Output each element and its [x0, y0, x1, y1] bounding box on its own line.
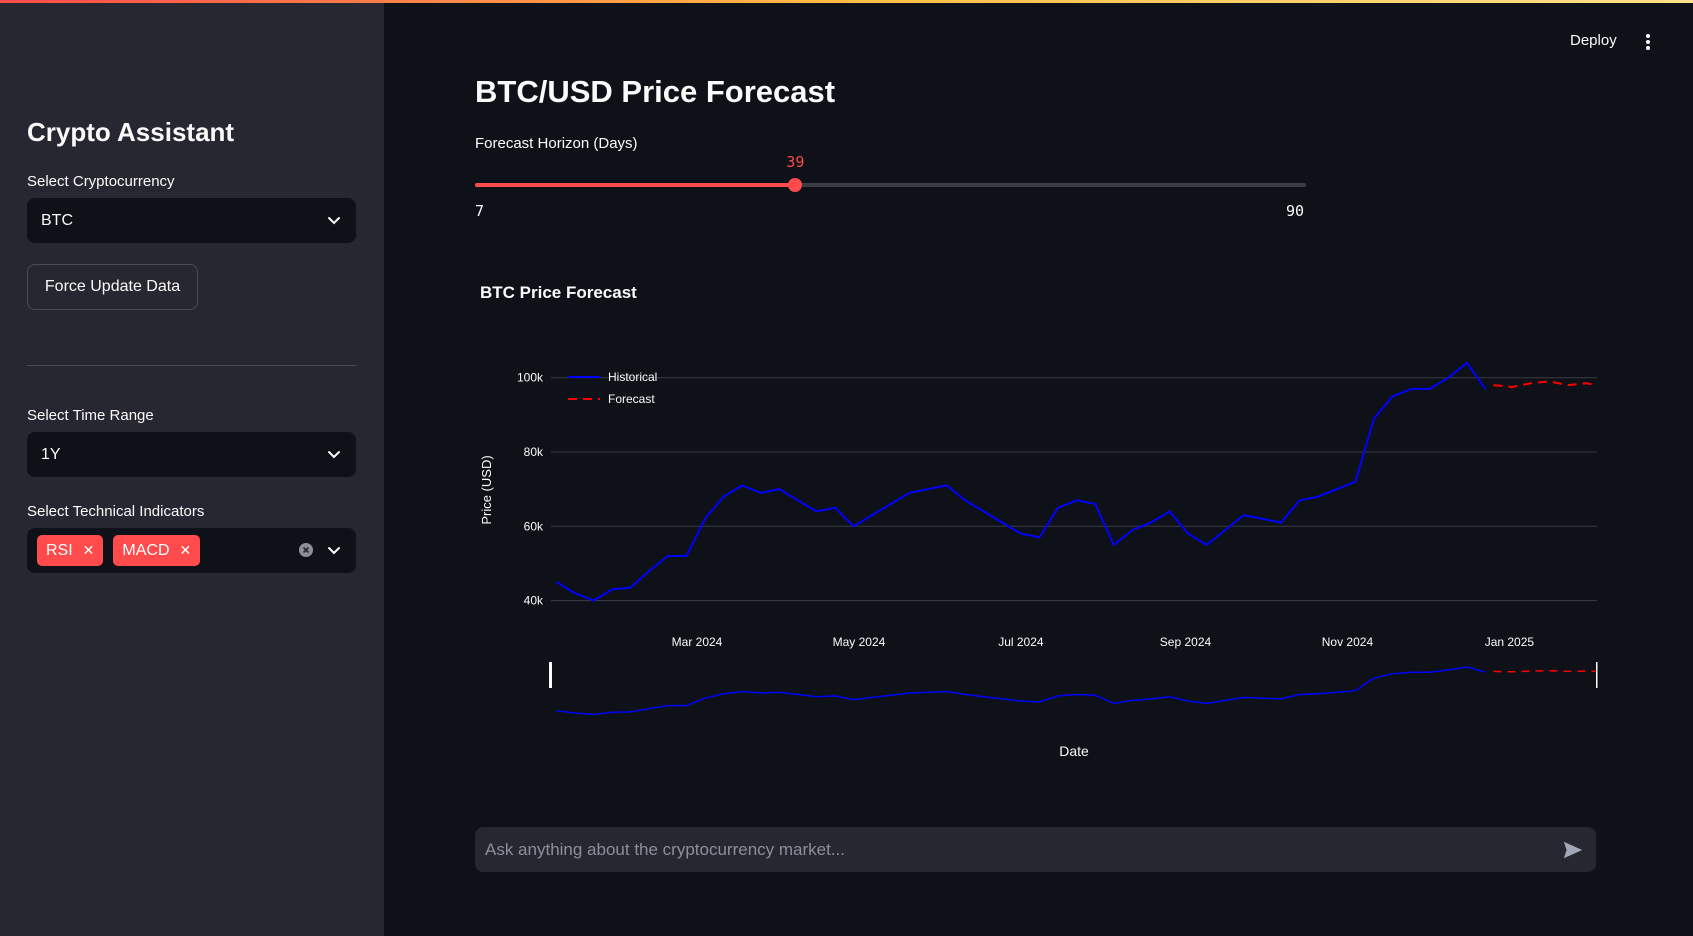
x-axis-label: Date	[1059, 743, 1089, 759]
historical-series-line	[555, 361, 1487, 602]
y-tick-label: 80k	[524, 445, 544, 459]
crypto-select-label: Select Cryptocurrency	[27, 173, 175, 190]
crypto-select-value: BTC	[41, 211, 73, 229]
sidebar-title: Crypto Assistant	[27, 117, 235, 147]
forecast-series-line	[1493, 380, 1598, 388]
y-axis-label: Price (USD)	[479, 455, 494, 524]
x-tick-label: Nov 2024	[1322, 635, 1374, 649]
chat-input-bar	[475, 827, 1596, 872]
sidebar: Crypto Assistant Select Cryptocurrency B…	[0, 3, 384, 936]
chevron-down-icon	[328, 451, 340, 459]
rangeslider-forecast-line	[1493, 669, 1598, 673]
indicator-tag-label: MACD	[122, 541, 170, 559]
chevron-down-icon	[328, 217, 340, 225]
page-title: BTC/USD Price Forecast	[475, 74, 836, 109]
rangeslider-historical-line	[556, 666, 1486, 716]
price-forecast-chart[interactable]: 40k 60k 80k 100k Mar 2024 May 2024 Jul 2024 Sep…	[460, 320, 1600, 770]
crypto-select[interactable]: BTC	[27, 198, 356, 243]
slider-value: 39	[786, 153, 805, 171]
legend-label: Forecast	[608, 392, 655, 406]
slider-thumb[interactable]	[788, 178, 803, 192]
deploy-button[interactable]: Deploy	[1570, 32, 1617, 49]
y-tick-label: 100k	[517, 371, 544, 385]
sidebar-divider	[27, 365, 356, 366]
x-tick-label: May 2024	[833, 635, 886, 649]
chart-title: BTC Price Forecast	[480, 283, 637, 302]
chat-input[interactable]	[485, 827, 1535, 872]
indicator-tag-rsi[interactable]: RSI ✕	[37, 535, 104, 566]
more-options-icon[interactable]	[1640, 32, 1656, 52]
rangeslider-handle-right	[1596, 662, 1598, 688]
remove-tag-icon[interactable]: ✕	[82, 542, 95, 558]
indicators-multiselect[interactable]: RSI ✕ MACD ✕	[27, 528, 356, 573]
forecast-horizon-slider[interactable]: 39	[475, 153, 1306, 192]
time-range-select[interactable]: 1Y	[27, 432, 356, 477]
remove-tag-icon[interactable]: ✕	[179, 542, 192, 558]
force-update-button[interactable]: Force Update Data	[27, 264, 198, 310]
indicators-label: Select Technical Indicators	[27, 503, 205, 520]
time-range-label: Select Time Range	[27, 407, 154, 424]
top-accent-bar	[0, 0, 1693, 3]
chevron-down-icon	[328, 547, 340, 555]
y-tick-label: 60k	[524, 519, 544, 533]
clear-all-icon[interactable]	[298, 542, 314, 558]
x-tick-label: Jan 2025	[1485, 635, 1535, 649]
rangeslider-handle-left	[549, 662, 552, 688]
time-range-value: 1Y	[41, 445, 61, 463]
indicator-tag-macd[interactable]: MACD ✕	[113, 535, 201, 566]
slider-min: 7	[475, 202, 485, 220]
x-tick-label: Mar 2024	[672, 635, 723, 649]
indicator-tag-label: RSI	[46, 541, 73, 559]
x-tick-label: Jul 2024	[998, 635, 1044, 649]
slider-fill	[475, 183, 796, 187]
slider-max: 90	[1286, 202, 1305, 220]
send-icon[interactable]	[1562, 839, 1584, 861]
x-tick-label: Sep 2024	[1160, 635, 1212, 649]
y-tick-label: 40k	[524, 594, 544, 608]
forecast-horizon-label: Forecast Horizon (Days)	[475, 135, 638, 152]
legend-label: Historical	[608, 370, 657, 384]
